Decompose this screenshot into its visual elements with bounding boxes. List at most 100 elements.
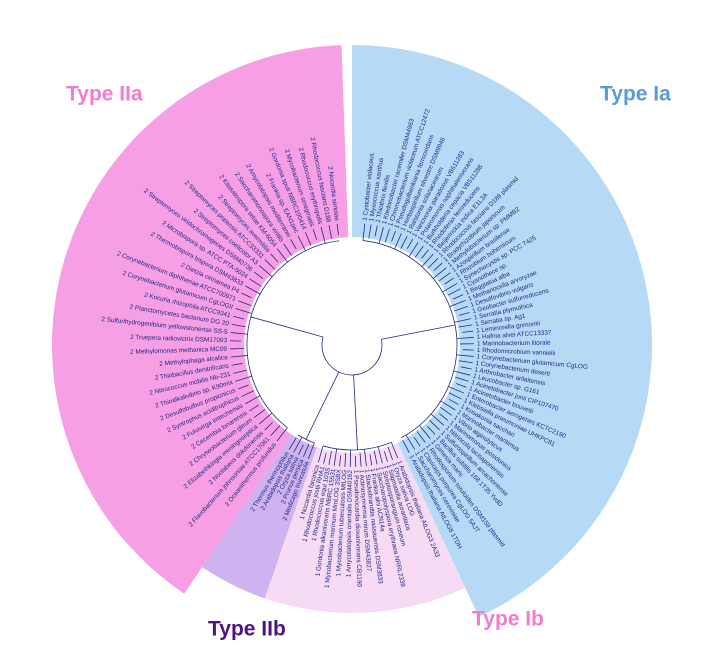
- group-sector: [352, 45, 653, 617]
- branch: [447, 288, 461, 296]
- branch: [432, 267, 447, 279]
- branch: [381, 324, 456, 340]
- branch: [233, 315, 245, 320]
- branch: [373, 450, 378, 465]
- branch: [230, 332, 248, 335]
- branch: [290, 239, 297, 250]
- branch: [305, 232, 312, 246]
- group-label: Type IIa: [66, 83, 143, 106]
- group-label: Type IIb: [208, 618, 286, 641]
- branch: [455, 383, 467, 388]
- group-label: Type Ia: [600, 83, 671, 106]
- branch: [438, 272, 451, 282]
- branch: [408, 242, 419, 257]
- branch: [305, 371, 340, 440]
- leaf-label: 1 Pseudonocardia dioxanivorans CB1190: [352, 470, 363, 588]
- branch: [378, 227, 384, 244]
- branch: [249, 404, 259, 412]
- branch: [230, 355, 248, 358]
- branch: [377, 446, 383, 464]
- branch: [462, 330, 474, 333]
- group-sector: [264, 442, 466, 613]
- branch: [421, 249, 429, 259]
- branch: [249, 278, 262, 287]
- branch: [283, 243, 292, 256]
- group-sector: [202, 434, 317, 599]
- branch: [259, 265, 273, 278]
- branch: [433, 262, 443, 271]
- branch: [253, 271, 264, 279]
- leaf-label: 2 Methylomonas methanica MC09: [130, 346, 228, 356]
- branch: [362, 223, 366, 241]
- branch: [328, 225, 333, 240]
- branch: [238, 300, 252, 307]
- branch: [406, 238, 414, 249]
- branch: [362, 240, 458, 439]
- branch: [439, 413, 449, 421]
- branch: [250, 316, 324, 338]
- branch: [427, 426, 436, 435]
- branch: [244, 395, 261, 405]
- branch: [359, 452, 362, 467]
- branch: [448, 398, 459, 405]
- branch: [258, 412, 273, 425]
- branch: [270, 425, 281, 437]
- branch: [414, 245, 424, 258]
- branch: [238, 384, 249, 390]
- branch: [231, 324, 246, 328]
- branch: [231, 363, 243, 366]
- branch: [453, 370, 471, 376]
- branch: [241, 390, 255, 397]
- branch: [416, 431, 426, 443]
- branch: [317, 445, 324, 463]
- branch: [270, 253, 279, 263]
- branch: [448, 386, 465, 394]
- branch: [421, 253, 434, 267]
- branch: [298, 444, 304, 455]
- branch: [369, 454, 373, 466]
- leaf-label: 2 Truepera radiovictrix DSM17093: [130, 334, 228, 344]
- branch: [400, 235, 408, 249]
- branch: [293, 437, 303, 453]
- leaf-label: 1 Hafnia alvei ATCC13337: [477, 329, 553, 341]
- branch: [364, 449, 367, 467]
- branch: [419, 425, 431, 439]
- branch: [390, 442, 399, 459]
- branch: [448, 392, 462, 400]
- branch: [454, 306, 468, 312]
- branch: [353, 374, 358, 450]
- branch: [245, 285, 261, 295]
- branch: [264, 422, 273, 431]
- branch: [276, 248, 288, 263]
- branch: [456, 354, 474, 357]
- branch: [458, 312, 470, 316]
- branch: [387, 446, 394, 461]
- branch: [333, 448, 338, 466]
- branch: [460, 366, 472, 370]
- branch: [307, 442, 315, 460]
- branch: [458, 324, 473, 328]
- branch: [264, 259, 276, 270]
- branch: [454, 318, 472, 323]
- branch: [253, 409, 266, 419]
- branch: [235, 308, 252, 314]
- branch: [394, 233, 402, 250]
- branch: [323, 452, 327, 464]
- branch: [413, 436, 421, 447]
- branch: [344, 452, 347, 467]
- branch: [384, 228, 390, 243]
- branch: [442, 282, 458, 293]
- branch: [458, 360, 473, 364]
- branch: [429, 419, 440, 431]
- branch: [368, 224, 372, 239]
- leaf-label: 1 Rhodomicrobium vannielii: [477, 347, 556, 357]
- branch: [391, 230, 396, 242]
- branch: [339, 455, 342, 467]
- branch: [276, 427, 288, 442]
- branch: [241, 292, 252, 299]
- branch: [430, 413, 445, 426]
- branch: [440, 406, 452, 416]
- branch: [402, 440, 410, 453]
- leaf-label: 1 Marinobacterium litorale: [477, 340, 551, 348]
